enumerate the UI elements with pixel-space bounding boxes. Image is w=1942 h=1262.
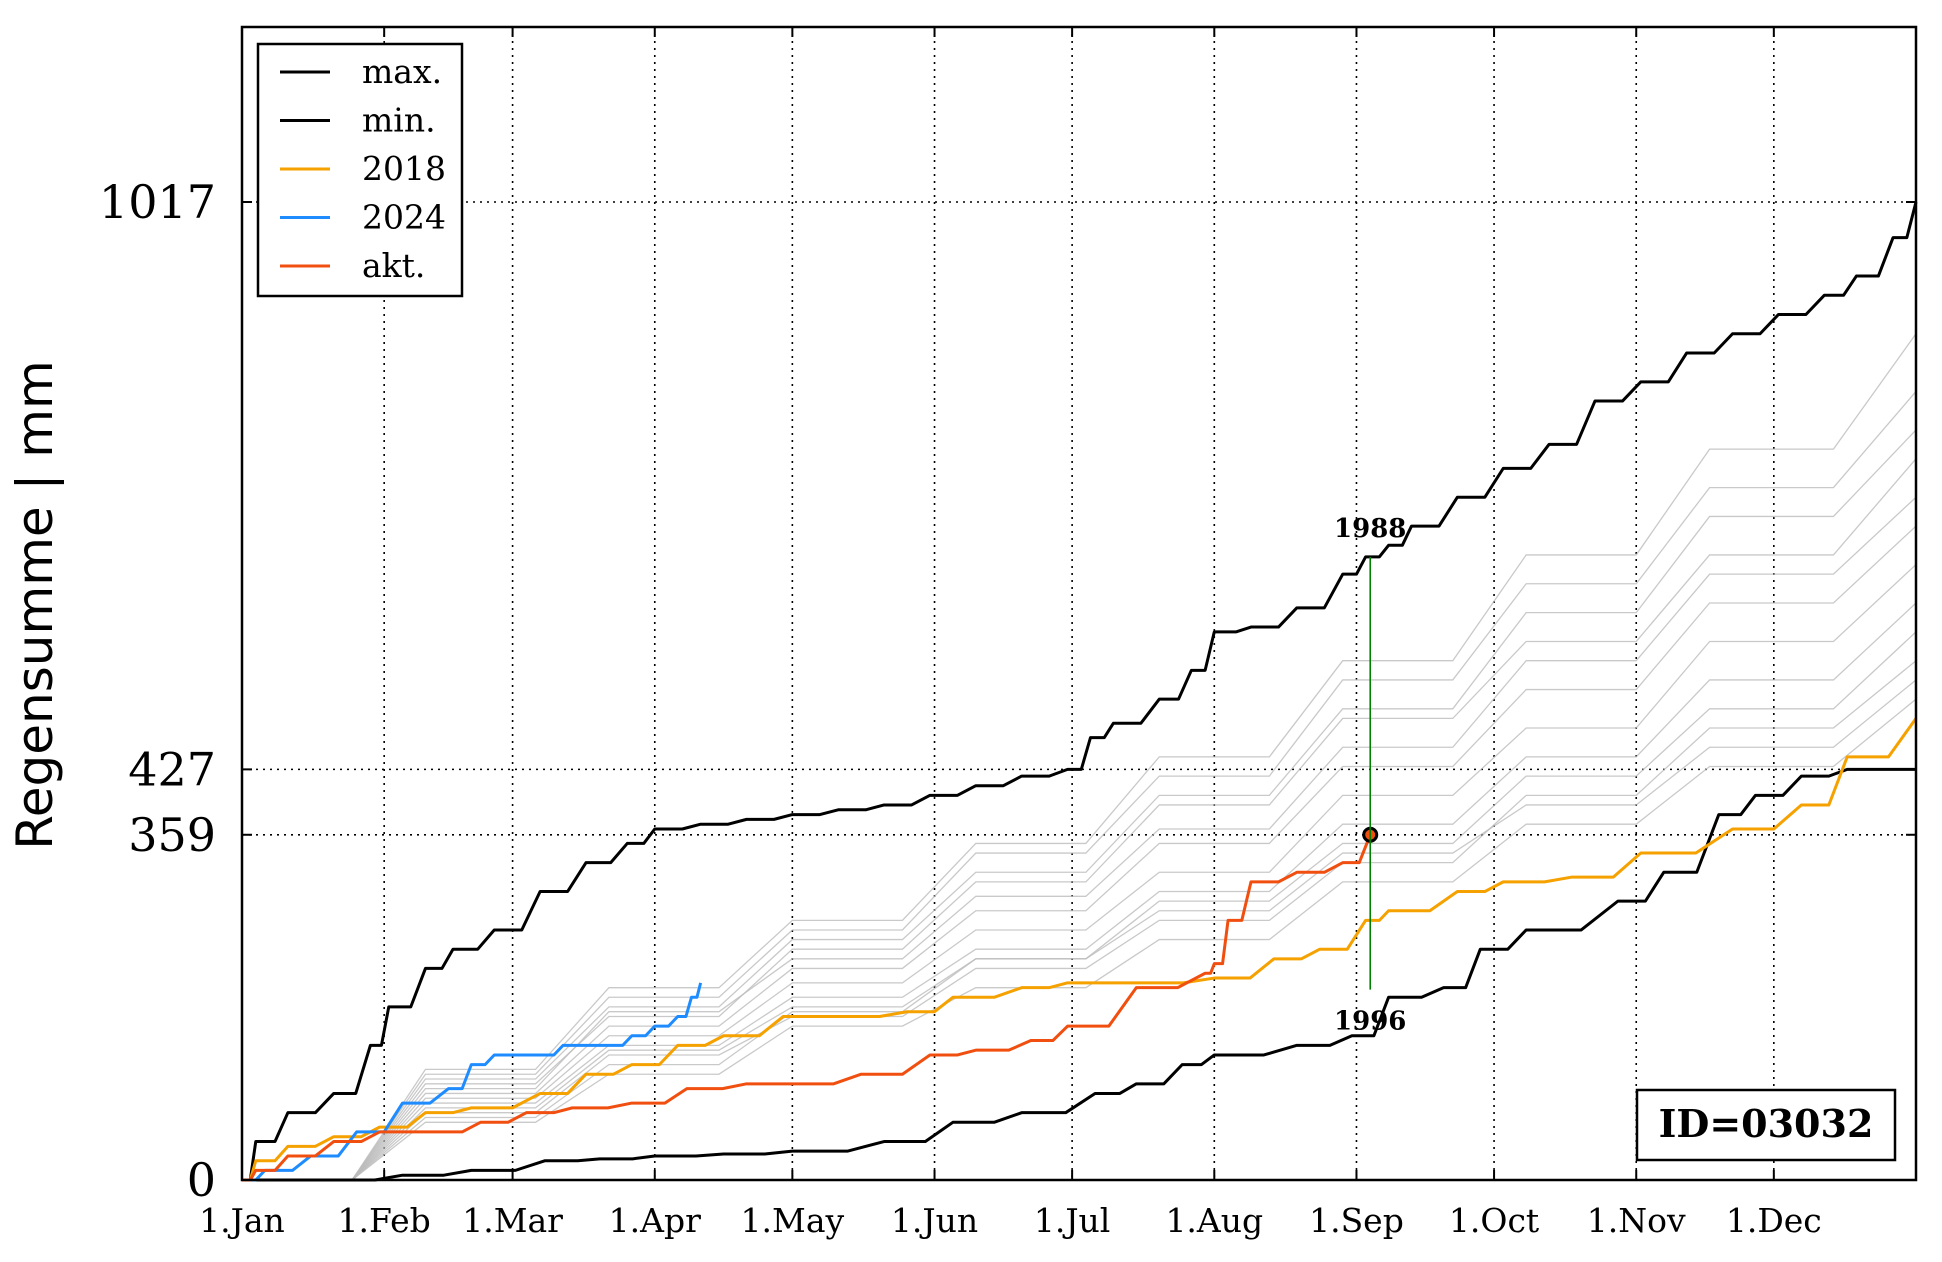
station-id-box: ID=03032 [1635, 1088, 1897, 1162]
series-line-2018 [242, 717, 1918, 1182]
y-tick-label: 1017 [99, 175, 216, 229]
background-years [242, 333, 1917, 1181]
x-tick-label: 1.May [741, 1201, 845, 1240]
legend: max. min. 2018 2024 akt. [256, 42, 464, 298]
x-tick-label: 1.Aug [1165, 1201, 1263, 1240]
y-tick-label: 0 [187, 1153, 216, 1207]
background-year-line [242, 391, 1917, 1181]
y-tick-label: 427 [128, 742, 216, 796]
background-year-line [242, 679, 1917, 1181]
x-tick-label: 1.Dec [1726, 1201, 1822, 1240]
background-year-line [242, 602, 1917, 1181]
station-id-label: ID=03032 [1659, 1101, 1874, 1146]
range-markers: 1988 1996 [1334, 514, 1406, 1037]
background-year-line [242, 333, 1917, 1181]
legend-label: akt. [362, 246, 425, 285]
background-year-line [242, 564, 1917, 1181]
legend-label: min. [362, 101, 436, 140]
x-tick-label: 1.Apr [609, 1201, 701, 1240]
grid [242, 27, 1916, 1180]
y-axis: 0 359 427 1017 [99, 175, 1916, 1207]
series-line-2024 [242, 982, 703, 1182]
background-year-line [242, 698, 1917, 1181]
series [242, 201, 1918, 1182]
station-id-frame [1635, 1088, 1897, 1162]
x-tick-label: 1.Jun [891, 1201, 978, 1240]
background-year-line [242, 429, 1917, 1181]
series-line-akt [242, 834, 1372, 1182]
legend-label: max. [362, 52, 442, 91]
background-year-line [242, 525, 1917, 1181]
plot-frame [240, 25, 1918, 1182]
x-tick-label: 1.Mar [462, 1201, 563, 1240]
x-axis: 1.Jan 1.Feb 1.Mar 1.Apr 1.May 1.Jun 1.Jul 1.Aug… [199, 27, 1822, 1240]
y-axis-label: Regensumme | mm [6, 360, 64, 849]
background-year-line [242, 458, 1917, 1181]
x-tick-label: 1.Oct [1449, 1201, 1539, 1240]
series-line-min [242, 767, 1916, 1182]
x-tick-label: 1.Sep [1309, 1201, 1404, 1240]
legend-label: 2018 [362, 149, 446, 188]
x-tick-label: 1.Nov [1587, 1201, 1686, 1240]
background-year-line [242, 496, 1917, 1181]
x-tick-label: 1.Feb [338, 1201, 431, 1240]
y-tick-label: 359 [128, 808, 216, 862]
legend-label: 2024 [362, 198, 446, 237]
x-tick-label: 1.Jan [199, 1201, 285, 1240]
range-marker-bottom-label: 1996 [1334, 1007, 1406, 1037]
series-line-max [242, 201, 1918, 1182]
range-marker-top-label: 1988 [1334, 514, 1406, 544]
x-tick-label: 1.Jul [1034, 1201, 1111, 1240]
